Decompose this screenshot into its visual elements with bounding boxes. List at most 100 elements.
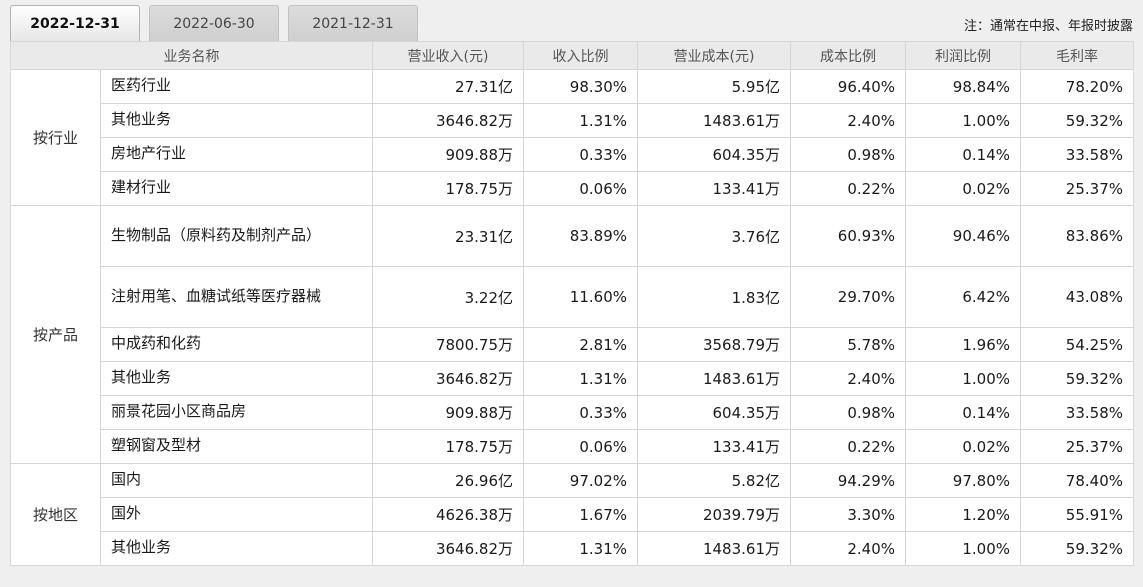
cell-name: 中成药和化药 [100, 327, 373, 362]
business-name-text: 注射用笔、血糖试纸等医疗器械 [111, 286, 322, 305]
header-revenue-ratio: 收入比例 [523, 41, 638, 70]
cell-cost-ratio: 29.70% [790, 266, 906, 328]
group-label-2: 按地区 [10, 463, 101, 566]
cell-profit-ratio: 97.80% [905, 463, 1021, 498]
cell-cost-ratio: 2.40% [790, 531, 906, 566]
cell-cost-ratio: 3.30% [790, 497, 906, 532]
cell-profit-ratio: 1.20% [905, 497, 1021, 532]
table-row: 按产品 生物制品（原料药及制剂产品） 23.31亿 83.89% 3.76亿 60.93%… [10, 205, 1134, 464]
cell-cost-ratio: 2.40% [790, 361, 906, 396]
table-row: 其他业务 3646.82万 1.31% 1483.61万 2.40% 1.00% 59.32… [11, 361, 1134, 396]
cell-gross-margin: 33.58% [1020, 395, 1134, 430]
cell-revenue-ratio: 0.33% [523, 395, 638, 430]
business-name-text: 医药行业 [111, 76, 172, 95]
header-cost: 营业成本(元) [637, 41, 791, 70]
cell-cost-ratio: 60.93% [790, 205, 906, 267]
cell-revenue: 27.31亿 [372, 69, 524, 104]
cell-revenue-ratio: 0.06% [523, 171, 638, 206]
cell-revenue-ratio: 1.31% [523, 361, 638, 396]
cell-gross-margin: 25.37% [1020, 429, 1134, 464]
cell-gross-margin: 59.32% [1020, 103, 1134, 138]
cell-name: 国外 [100, 497, 373, 532]
business-name-text: 国内 [111, 470, 142, 489]
header-profit-ratio: 利润比例 [905, 41, 1021, 70]
cell-cost-ratio: 96.40% [790, 69, 906, 104]
cell-cost-ratio: 0.22% [790, 171, 906, 206]
cell-name: 丽景花园小区商品房 [100, 395, 373, 430]
business-name-text: 中成药和化药 [111, 334, 202, 353]
business-name-text: 塑钢窗及型材 [111, 436, 202, 455]
cell-cost: 3.76亿 [637, 205, 791, 267]
cell-revenue: 909.88万 [372, 395, 524, 430]
business-segment-table: 业务名称 营业收入(元) 收入比例 营业成本(元) 成本比例 利润比例 毛利率 … [10, 41, 1134, 566]
cell-name: 房地产行业 [100, 137, 373, 172]
cell-cost-ratio: 5.78% [790, 327, 906, 362]
cell-name: 国内 [100, 463, 373, 498]
cell-gross-margin: 59.32% [1020, 531, 1134, 566]
header-revenue: 营业收入(元) [372, 41, 524, 70]
cell-revenue: 178.75万 [372, 171, 524, 206]
cell-cost-ratio: 2.40% [790, 103, 906, 138]
cell-name: 注射用笔、血糖试纸等医疗器械 [100, 266, 373, 328]
cell-profit-ratio: 0.14% [905, 395, 1021, 430]
date-tab-bar: 2022-12-31 2022-06-30 2021-12-31 注：通常在中报… [0, 0, 1143, 41]
table-row: 按地区 国内 26.96亿 97.02% 5.82亿 94.29% 97.80% 78.40% [10, 463, 1134, 566]
tab-date-3[interactable]: 2021-12-31 [288, 5, 418, 41]
header-business-name: 业务名称 [10, 41, 373, 70]
tab-date-1[interactable]: 2022-12-31 [10, 5, 140, 41]
cell-gross-margin: 59.32% [1020, 361, 1134, 396]
tab-date-2[interactable]: 2022-06-30 [149, 5, 279, 41]
cell-cost: 3568.79万 [637, 327, 791, 362]
cell-cost: 5.95亿 [637, 69, 791, 104]
table-row: 中成药和化药 7800.75万 2.81% 3568.79万 5.78% 1.96% 54.… [11, 327, 1134, 362]
cell-gross-margin: 25.37% [1020, 171, 1134, 206]
table-row: 国外 4626.38万 1.67% 2039.79万 3.30% 1.20% 55.91% [11, 497, 1134, 532]
cell-revenue: 3646.82万 [372, 103, 524, 138]
header-cost-ratio: 成本比例 [790, 41, 906, 70]
disclosure-note: 注：通常在中报、年报时披露 [963, 19, 1133, 34]
cell-cost: 604.35万 [637, 137, 791, 172]
cell-name: 建材行业 [100, 171, 373, 206]
cell-revenue: 23.31亿 [372, 205, 524, 267]
header-row: 业务名称 营业收入(元) 收入比例 营业成本(元) 成本比例 利润比例 毛利率 [10, 41, 1134, 70]
cell-revenue-ratio: 0.06% [523, 429, 638, 464]
cell-revenue-ratio: 0.33% [523, 137, 638, 172]
table-row: 注射用笔、血糖试纸等医疗器械 3.22亿 11.60% 1.83亿 29.70% 6.42… [11, 266, 1134, 328]
cell-revenue-ratio: 97.02% [523, 463, 638, 498]
cell-revenue: 4626.38万 [372, 497, 524, 532]
cell-profit-ratio: 90.46% [905, 205, 1021, 267]
cell-revenue: 909.88万 [372, 137, 524, 172]
cell-revenue: 3646.82万 [372, 531, 524, 566]
cell-profit-ratio: 0.02% [905, 171, 1021, 206]
cell-name: 医药行业 [100, 69, 373, 104]
table-row: 其他业务 3646.82万 1.31% 1483.61万 2.40% 1.00% 59.32… [11, 103, 1134, 138]
table-row: 按行业 医药行业 27.31亿 98.30% 5.95亿 96.40% 98.84% 78.2… [10, 69, 1134, 206]
table-row: 其他业务 3646.82万 1.31% 1483.61万 2.40% 1.00% 59.32… [11, 531, 1134, 566]
cell-cost: 1.83亿 [637, 266, 791, 328]
cell-profit-ratio: 0.02% [905, 429, 1021, 464]
cell-gross-margin: 78.40% [1020, 463, 1134, 498]
business-name-text: 丽景花园小区商品房 [111, 402, 247, 421]
cell-gross-margin: 55.91% [1020, 497, 1134, 532]
cell-revenue-ratio: 98.30% [523, 69, 638, 104]
cell-cost-ratio: 0.98% [790, 137, 906, 172]
table-row: 建材行业 178.75万 0.06% 133.41万 0.22% 0.02% 25.37% [11, 171, 1134, 206]
business-name-text: 生物制品（原料药及制剂产品） [111, 225, 322, 244]
cell-revenue-ratio: 83.89% [523, 205, 638, 267]
cell-profit-ratio: 1.00% [905, 103, 1021, 138]
cell-name: 其他业务 [100, 531, 373, 566]
cell-cost: 1483.61万 [637, 531, 791, 566]
cell-revenue: 3646.82万 [372, 361, 524, 396]
business-name-text: 国外 [111, 504, 142, 523]
cell-gross-margin: 83.86% [1020, 205, 1134, 267]
cell-name: 塑钢窗及型材 [100, 429, 373, 464]
cell-cost: 2039.79万 [637, 497, 791, 532]
table-row: 房地产行业 909.88万 0.33% 604.35万 0.98% 0.14% 33.58% [11, 137, 1134, 172]
header-gross-margin: 毛利率 [1020, 41, 1134, 70]
cell-cost: 133.41万 [637, 429, 791, 464]
cell-revenue-ratio: 2.81% [523, 327, 638, 362]
cell-profit-ratio: 6.42% [905, 266, 1021, 328]
business-name-text: 其他业务 [111, 538, 172, 557]
cell-name: 其他业务 [100, 103, 373, 138]
